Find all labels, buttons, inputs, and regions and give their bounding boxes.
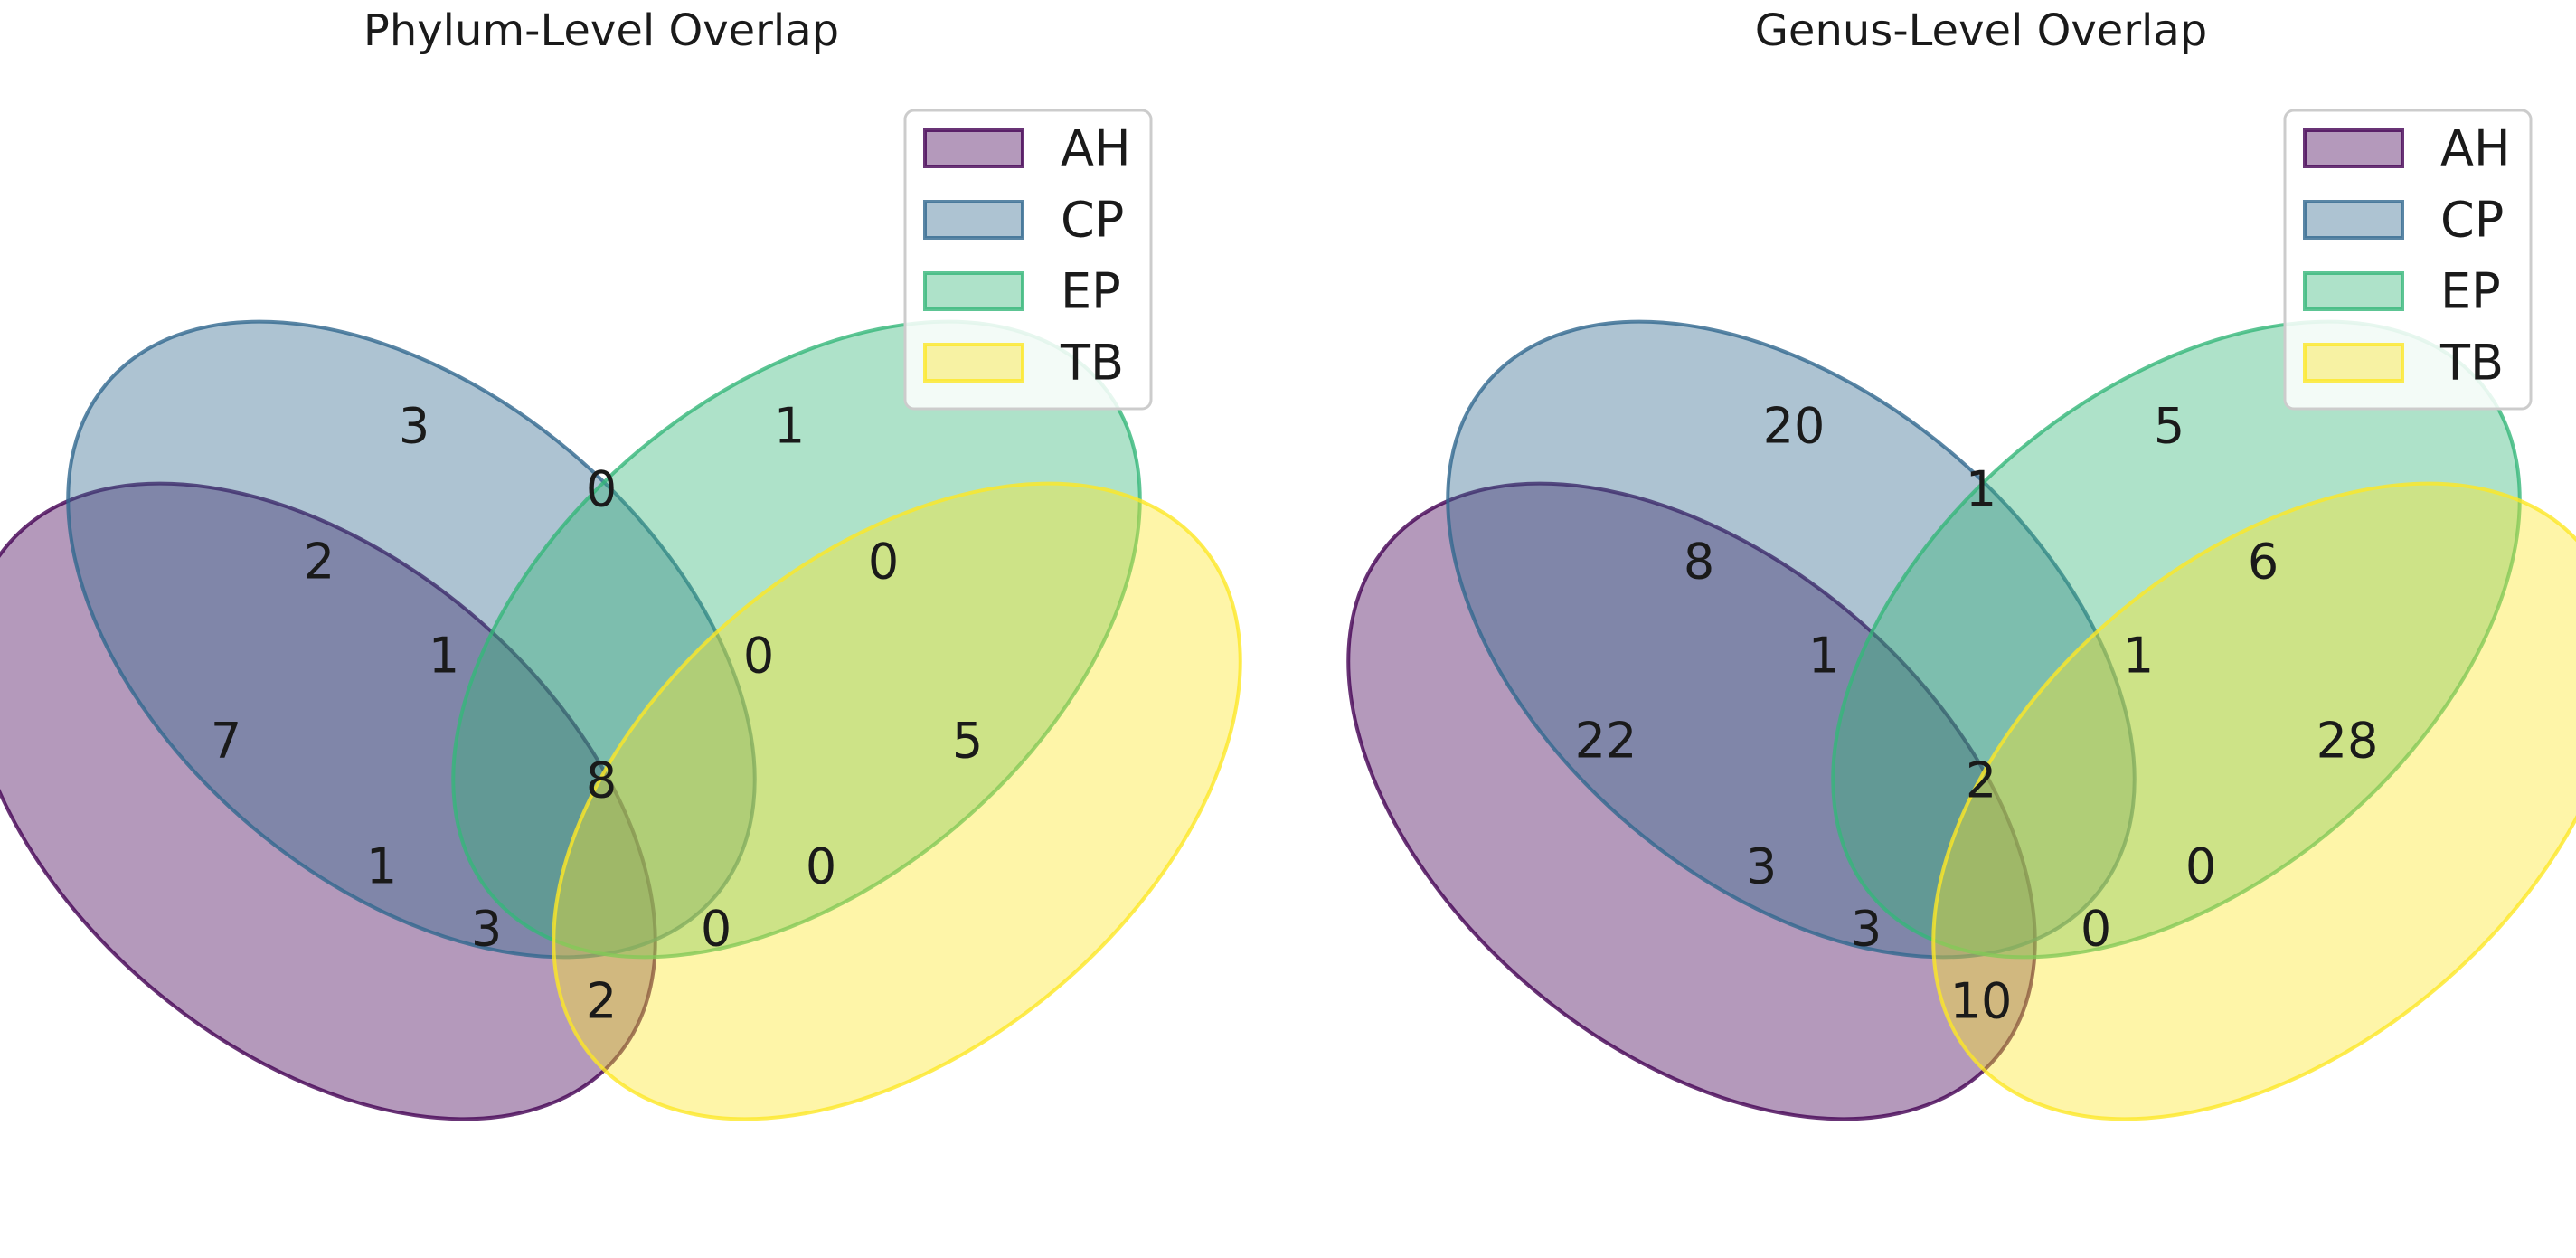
venn-ellipses	[0, 319, 1242, 1121]
region-count-ep: 5	[2154, 398, 2184, 455]
region-count-cp-ep: 0	[586, 461, 617, 518]
region-count-ah-ep-tb: 3	[1851, 901, 1882, 958]
region-count-ah-cp-ep-tb: 8	[586, 752, 617, 809]
legend-swatch-tb	[2303, 343, 2404, 383]
region-count-cp: 20	[1763, 398, 1826, 455]
region-count-cp: 3	[399, 398, 429, 455]
region-count-ah-cp: 2	[304, 534, 335, 591]
region-count-ep-tb: 6	[2248, 534, 2279, 591]
legend-label-ep: EP	[2440, 263, 2501, 320]
region-count-cp-ep-tb: 0	[743, 628, 774, 685]
region-count-ah-cp-ep: 1	[429, 628, 459, 685]
region-count-ah-cp-ep-tb: 2	[1966, 752, 1996, 809]
legend-label-cp: CP	[1061, 192, 1124, 249]
region-counts: 7 3 1 5 2 1 2 0 0 0 1 0 3 0 8	[211, 398, 983, 1030]
legend-swatch-ah	[2303, 128, 2404, 168]
legend-swatch-ah	[923, 128, 1024, 168]
panel-title: Genus-Level Overlap	[1755, 5, 2208, 56]
region-count-ah-tb: 2	[586, 973, 617, 1030]
region-count-ah-cp-tb: 0	[701, 901, 731, 958]
region-count-ah: 22	[1575, 713, 1637, 770]
region-count-cp-ep-tb: 1	[2123, 628, 2154, 685]
region-count-ep: 1	[774, 398, 805, 455]
region-count-ah: 7	[211, 713, 241, 770]
region-count-ah-cp-tb: 0	[2081, 901, 2111, 958]
legend-label-ep: EP	[1061, 263, 1121, 320]
legend-swatch-tb	[923, 343, 1024, 383]
legend: AH CP EP TB	[2283, 109, 2533, 411]
region-count-ah-ep: 1	[366, 838, 397, 895]
legend-label-tb: TB	[2439, 335, 2504, 392]
ellipse-tb	[1931, 481, 2576, 1121]
region-count-cp-tb: 0	[806, 838, 836, 895]
region-count-cp-tb: 0	[2185, 838, 2216, 895]
region-count-ep-tb: 0	[868, 534, 899, 591]
ellipse-ah	[0, 481, 657, 1121]
region-count-ah-ep: 3	[1746, 838, 1777, 895]
legend-frame	[903, 109, 1153, 411]
region-count-ah-cp-ep: 1	[1808, 628, 1839, 685]
region-count-ah-ep-tb: 3	[471, 901, 502, 958]
legend-swatch-ep	[923, 271, 1024, 311]
legend-swatch-cp	[2303, 200, 2404, 240]
region-count-ah-cp: 8	[1684, 534, 1714, 591]
legend-label-cp: CP	[2440, 192, 2504, 249]
legend-label-ah: AH	[1061, 120, 1131, 177]
region-count-ah-tb: 10	[1950, 973, 2013, 1030]
legend-frame	[2283, 109, 2533, 411]
venn-ellipses	[1346, 319, 2576, 1121]
region-count-cp-ep: 1	[1966, 461, 1996, 518]
ellipse-cp	[66, 319, 757, 960]
ellipse-cp	[1446, 319, 2137, 960]
legend: AH CP EP TB	[903, 109, 1153, 411]
ellipse-tb	[552, 481, 1242, 1121]
phylum-venn-panel: Phylum-Level Overlap 7 3 1 5 2 1 2 0 0 0 1 0 3 0 8 AH C…	[0, 5, 1242, 1121]
region-count-tb: 28	[2317, 713, 2379, 770]
legend-swatch-cp	[923, 200, 1024, 240]
ellipse-ah	[1346, 481, 2037, 1121]
legend-swatch-ep	[2303, 271, 2404, 311]
region-count-tb: 5	[952, 713, 983, 770]
legend-label-tb: TB	[1060, 335, 1124, 392]
panel-title: Phylum-Level Overlap	[363, 5, 839, 56]
legend-label-ah: AH	[2440, 120, 2511, 177]
